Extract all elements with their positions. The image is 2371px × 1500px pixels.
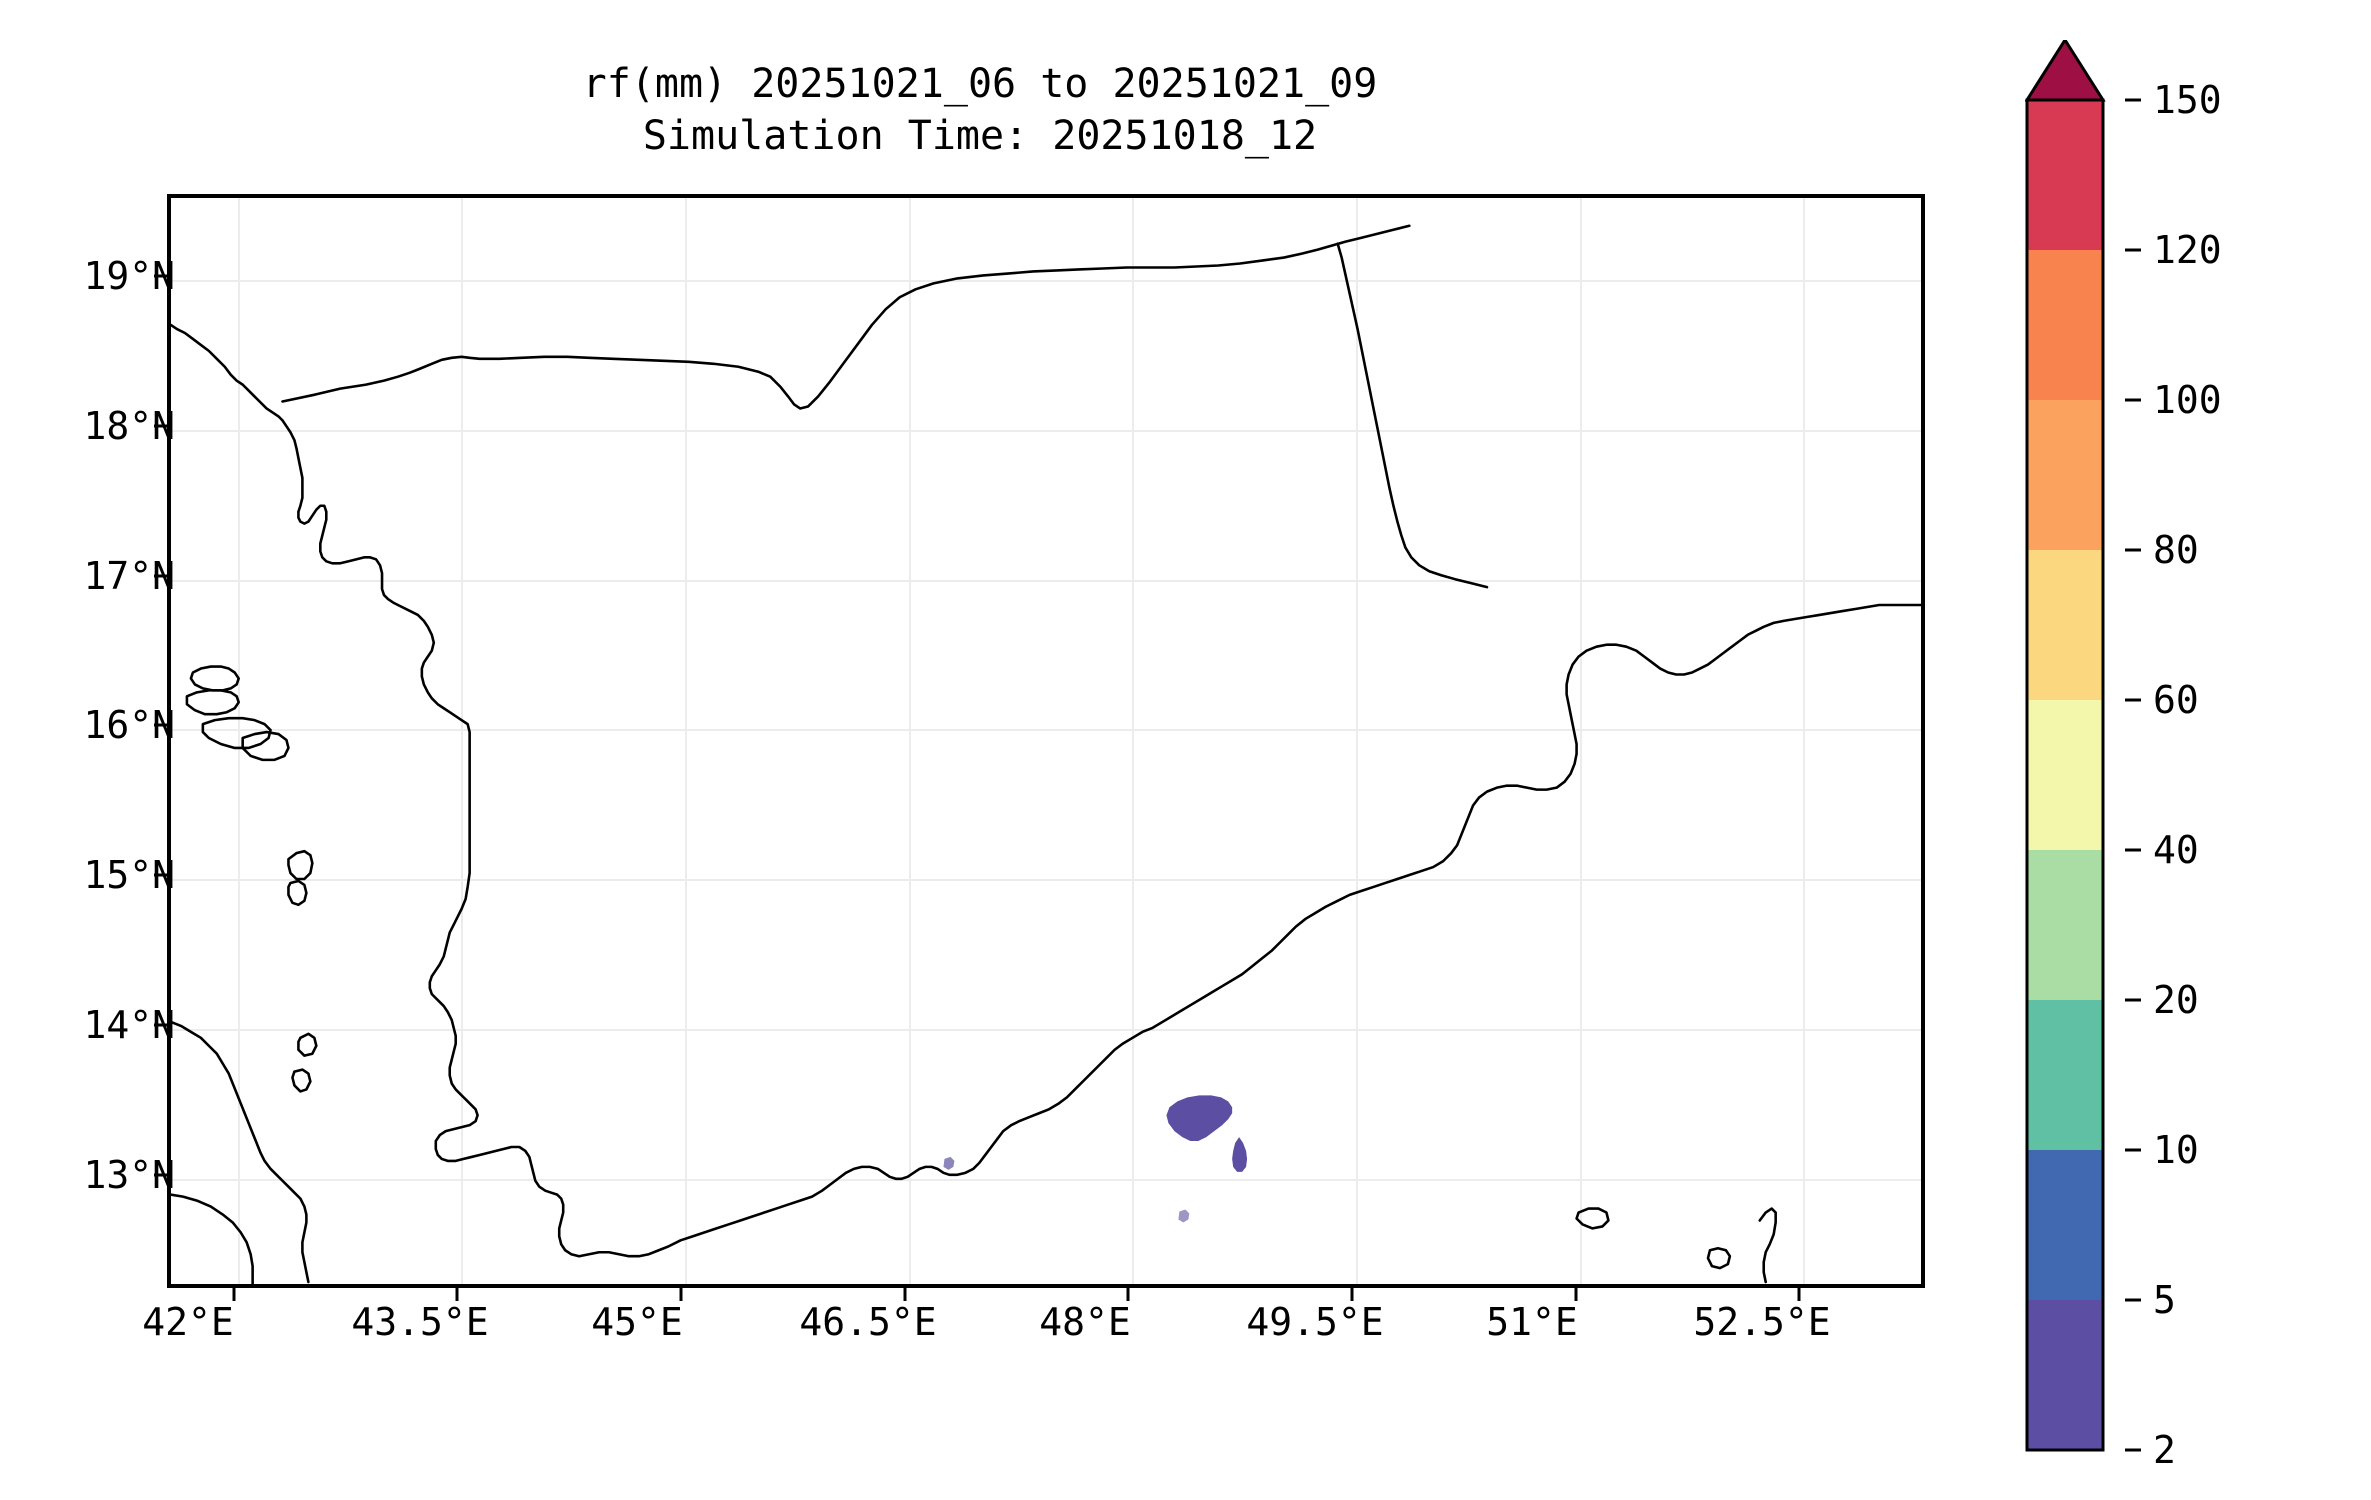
gridline-lon-52.5 xyxy=(1803,198,1805,1284)
xtick-label-43.5: 43.5°E xyxy=(351,1300,489,1344)
gridline-lon-45 xyxy=(685,198,687,1284)
xtick-label-42: 42°E xyxy=(142,1300,234,1344)
colorbar[interactable]: 150 120 100 80 60 40 20 10 5 2 xyxy=(2025,40,2325,1472)
gridline-lon-46.5 xyxy=(909,198,911,1284)
colorbar-band-80-100 xyxy=(2027,400,2103,550)
xtick-mark-42 xyxy=(232,1288,236,1301)
xtick-label-48: 48°E xyxy=(1039,1300,1131,1344)
cbar-tick-mark-20 xyxy=(2125,998,2141,1002)
rainfall-cell-socotra-channel xyxy=(1166,1095,1233,1142)
cbar-tick-mark-150 xyxy=(2125,98,2141,102)
cbar-tick-label-80: 80 xyxy=(2153,528,2199,572)
colorbar-outline xyxy=(2025,98,2105,1452)
chart-title: rf(mm) 20251021_06 to 20251021_09 Simula… xyxy=(0,58,1960,162)
ytick-label-18: 18°N xyxy=(83,404,175,448)
xtick-mark-45 xyxy=(679,1288,683,1301)
ytick-label-13: 13°N xyxy=(83,1153,175,1197)
cbar-tick-mark-120 xyxy=(2125,248,2141,252)
cbar-tick-label-150: 150 xyxy=(2153,78,2222,122)
border-lines xyxy=(281,224,1489,589)
xtick-mark-48 xyxy=(1126,1288,1130,1301)
cbar-tick-mark-60 xyxy=(2125,698,2141,702)
xtick-mark-46.5 xyxy=(903,1288,907,1301)
title-line-1: rf(mm) 20251021_06 to 20251021_09 xyxy=(582,61,1378,107)
rainfall-cell-droplet xyxy=(1232,1137,1248,1172)
colorbar-band-100-120 xyxy=(2027,250,2103,400)
cbar-tick-mark-5 xyxy=(2125,1298,2141,1302)
cbar-tick-mark-40 xyxy=(2125,848,2141,852)
colorbar-band-40-60 xyxy=(2027,700,2103,850)
ytick-label-15: 15°N xyxy=(83,853,175,897)
gridline-lat-17 xyxy=(171,580,1921,582)
xtick-label-51: 51°E xyxy=(1486,1300,1578,1344)
xtick-mark-43.5 xyxy=(455,1288,459,1301)
cbar-tick-label-20: 20 xyxy=(2153,978,2199,1022)
gridline-lat-15 xyxy=(171,879,1921,881)
cbar-tick-label-60: 60 xyxy=(2153,678,2199,722)
ytick-mark-19 xyxy=(154,274,167,278)
gridline-lon-49.5 xyxy=(1356,198,1358,1284)
cbar-tick-label-2: 2 xyxy=(2153,1428,2176,1472)
rainfall-field xyxy=(943,1095,1248,1223)
ytick-mark-16 xyxy=(154,723,167,727)
colorbar-gradient xyxy=(2025,40,2106,1452)
gridline-lon-51 xyxy=(1580,198,1582,1284)
ytick-label-16: 16°N xyxy=(83,703,175,747)
ytick-label-19: 19°N xyxy=(83,254,175,298)
xtick-label-46.5: 46.5°E xyxy=(799,1300,937,1344)
cbar-tick-mark-100 xyxy=(2125,398,2141,402)
xtick-mark-49.5 xyxy=(1350,1288,1354,1301)
xtick-label-52.5: 52.5°E xyxy=(1693,1300,1831,1344)
cbar-tick-label-120: 120 xyxy=(2153,228,2222,272)
ytick-label-17: 17°N xyxy=(83,554,175,598)
map-axes[interactable] xyxy=(167,194,1925,1288)
cbar-tick-mark-2 xyxy=(2125,1448,2141,1452)
map-plot-area xyxy=(171,198,1921,1284)
gridline-lat-19 xyxy=(171,280,1921,282)
gridline-lat-13 xyxy=(171,1179,1921,1181)
cbar-tick-label-40: 40 xyxy=(2153,828,2199,872)
gridline-lat-18 xyxy=(171,430,1921,432)
ytick-mark-13 xyxy=(154,1173,167,1177)
cbar-tick-mark-10 xyxy=(2125,1148,2141,1152)
gridline-lat-16 xyxy=(171,729,1921,731)
xtick-mark-51 xyxy=(1574,1288,1578,1301)
ytick-mark-17 xyxy=(154,574,167,578)
coastlines xyxy=(171,323,1921,1284)
gridline-lon-43.5 xyxy=(461,198,463,1284)
cbar-tick-label-10: 10 xyxy=(2153,1128,2199,1172)
cbar-tick-mark-80 xyxy=(2125,548,2141,552)
xtick-label-45: 45°E xyxy=(591,1300,683,1344)
cbar-tick-label-100: 100 xyxy=(2153,378,2222,422)
colorbar-band-10-20 xyxy=(2027,1000,2103,1150)
rainfall-cell-minor-west xyxy=(943,1156,955,1170)
rainfall-cell-minor-south xyxy=(1178,1209,1190,1223)
colorbar-band-120-150 xyxy=(2027,100,2103,250)
map-geometry xyxy=(171,224,1921,1284)
title-line-2: Simulation Time: 20251018_12 xyxy=(642,113,1318,159)
cbar-tick-label-5: 5 xyxy=(2153,1278,2176,1322)
gridline-lon-48 xyxy=(1132,198,1134,1284)
ytick-mark-14 xyxy=(154,1023,167,1027)
colorbar-band-60-80 xyxy=(2027,550,2103,700)
colorbar-over-arrow xyxy=(2025,40,2106,102)
colorbar-band-2-5 xyxy=(2027,1300,2103,1450)
xtick-mark-52.5 xyxy=(1797,1288,1801,1301)
colorbar-band-20-40 xyxy=(2027,850,2103,1000)
ytick-mark-15 xyxy=(154,873,167,877)
ytick-label-14: 14°N xyxy=(83,1003,175,1047)
colorbar-band-5-10 xyxy=(2027,1150,2103,1300)
gridline-lon-42 xyxy=(238,198,240,1284)
ytick-mark-18 xyxy=(154,424,167,428)
xtick-label-49.5: 49.5°E xyxy=(1246,1300,1384,1344)
gridline-lat-14 xyxy=(171,1029,1921,1031)
